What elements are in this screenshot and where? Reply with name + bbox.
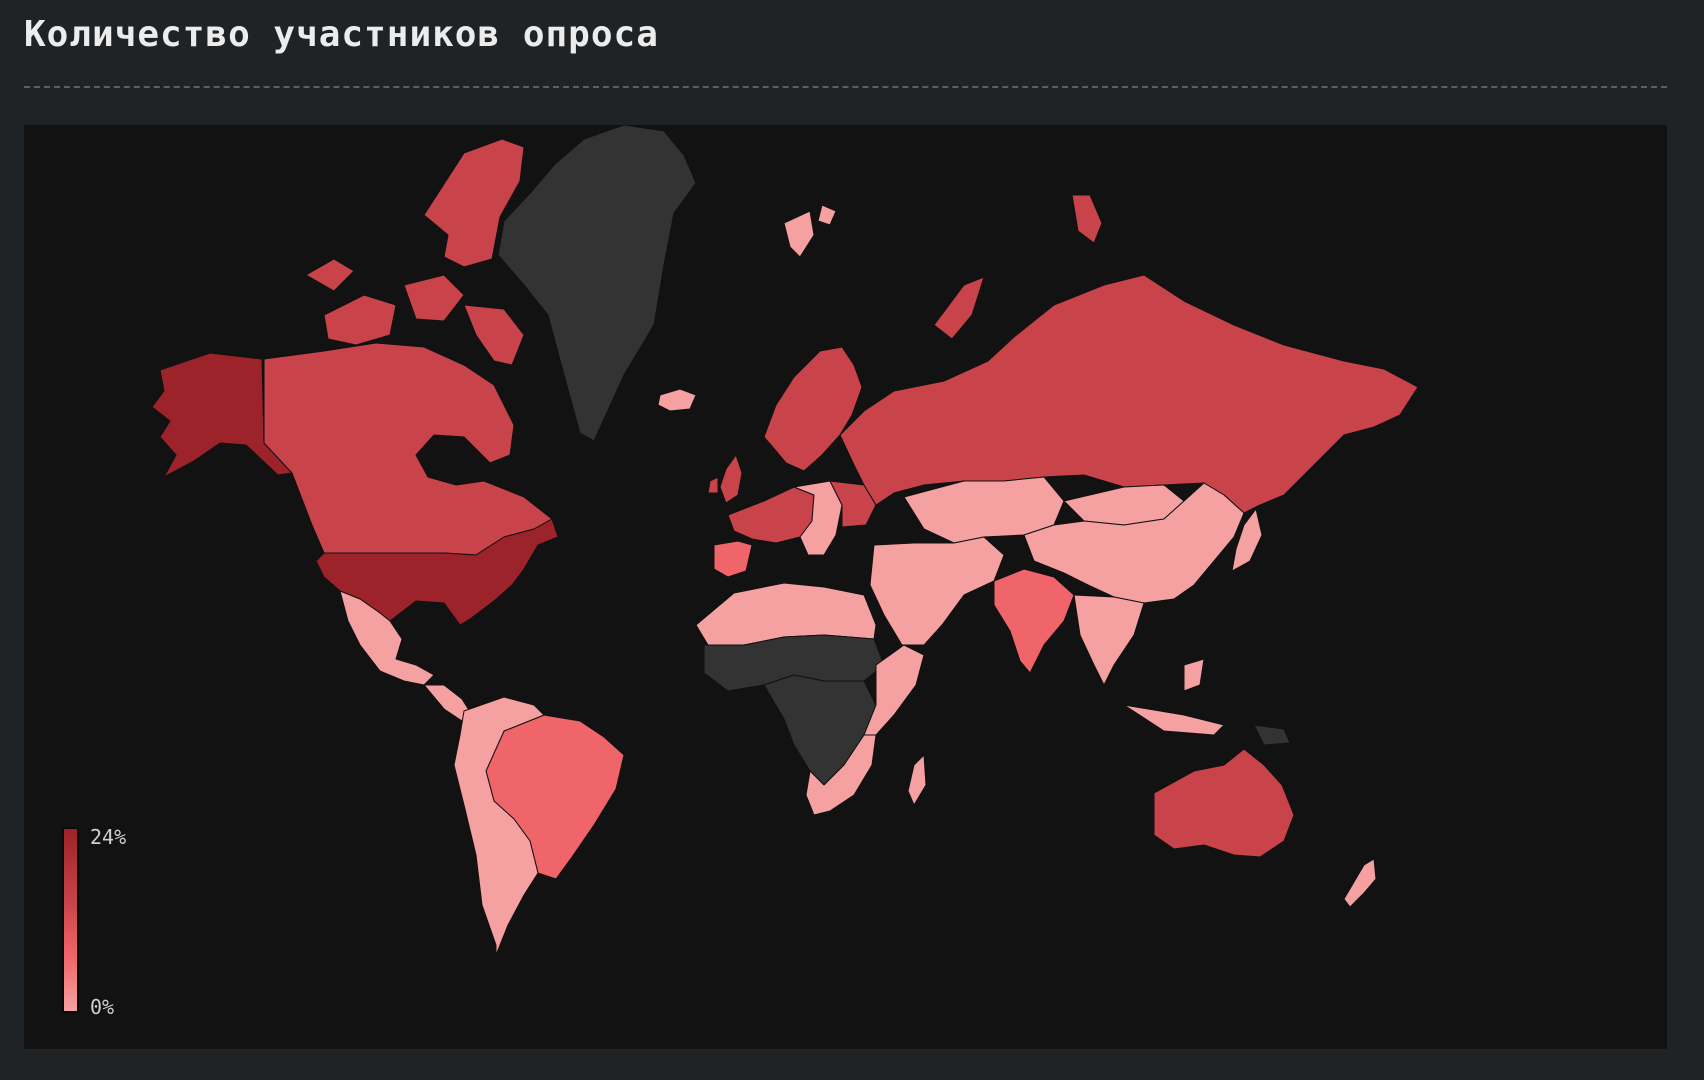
country-scandinavia[interactable] xyxy=(763,346,863,472)
country-uk[interactable] xyxy=(707,454,743,504)
country-japan[interactable] xyxy=(1231,508,1263,572)
country-russia[interactable] xyxy=(839,274,1419,514)
country-southeast-asia[interactable] xyxy=(1073,594,1225,736)
country-canada[interactable] xyxy=(263,342,553,556)
country-china[interactable] xyxy=(1023,482,1245,604)
country-alaska[interactable] xyxy=(151,352,293,478)
country-south-america[interactable] xyxy=(453,696,545,956)
country-iceland[interactable] xyxy=(657,388,697,412)
title-divider xyxy=(24,86,1667,88)
country-east-africa[interactable] xyxy=(863,644,925,736)
country-canada-arctic[interactable] xyxy=(305,138,525,366)
world-map: 24% 0% xyxy=(24,125,1667,1049)
legend-min-label: 0% xyxy=(90,995,115,1019)
legend-max-label: 24% xyxy=(90,825,127,849)
country-spain[interactable] xyxy=(713,540,753,578)
country-madagascar[interactable] xyxy=(907,754,927,806)
country-australia[interactable] xyxy=(1153,748,1295,858)
country-greenland[interactable] xyxy=(497,125,697,442)
country-svalbard[interactable] xyxy=(783,204,837,258)
map-canvas xyxy=(151,125,1419,956)
country-russia-north-islands[interactable] xyxy=(933,194,1103,340)
page-title: Количество участников опроса xyxy=(24,14,659,55)
country-new-zealand[interactable] xyxy=(1343,858,1377,908)
country-papua[interactable] xyxy=(1253,724,1291,746)
country-india[interactable] xyxy=(993,568,1075,674)
country-western-europe[interactable] xyxy=(727,486,815,544)
legend-color-scale xyxy=(62,827,79,1013)
country-middle-east[interactable] xyxy=(869,536,1005,646)
country-south-africa[interactable] xyxy=(805,734,877,816)
country-mexico[interactable] xyxy=(339,590,435,686)
